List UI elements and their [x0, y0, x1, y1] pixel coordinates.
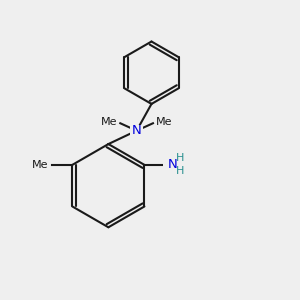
Text: N: N — [132, 124, 142, 137]
Text: Me: Me — [156, 117, 172, 127]
Bar — [130, 125, 143, 136]
Text: N: N — [168, 158, 177, 171]
Bar — [163, 155, 178, 175]
Text: H: H — [176, 167, 184, 176]
Text: Me: Me — [32, 160, 49, 170]
Text: H: H — [176, 153, 184, 163]
Text: Me: Me — [101, 117, 117, 127]
